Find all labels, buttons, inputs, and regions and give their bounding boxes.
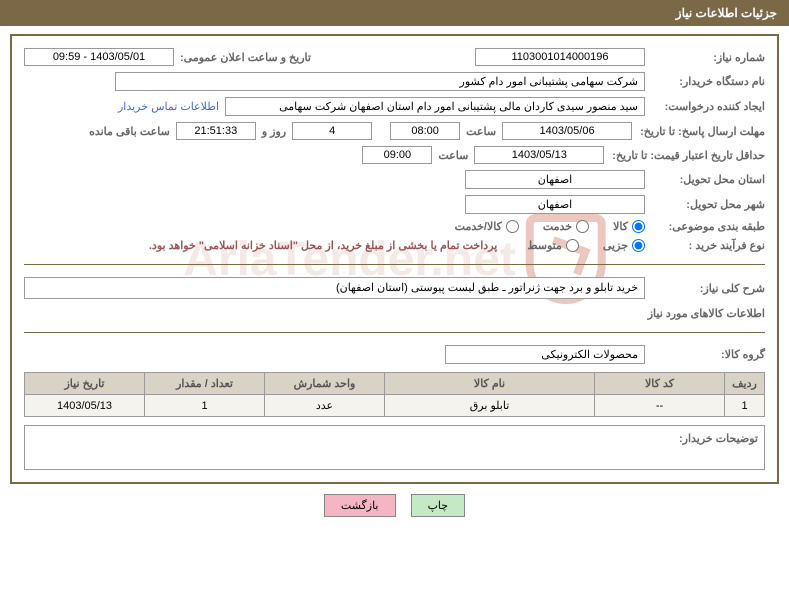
payment-note: پرداخت تمام یا بخشی از مبلغ خرید، از محل… — [149, 239, 497, 252]
buttons-row: چاپ بازگشت — [0, 494, 789, 517]
deadline-label: مهلت ارسال پاسخ: تا تاریخ: — [632, 125, 765, 138]
goods-group-field: محصولات الکترونیکی — [445, 345, 645, 364]
table-header-row: ردیف کد کالا نام کالا واحد شمارش تعداد /… — [25, 373, 765, 395]
minvalid-time-field: 09:00 — [362, 146, 432, 164]
row-deadline: مهلت ارسال پاسخ: تا تاریخ: 1403/05/06 سا… — [24, 122, 765, 140]
need-number-field: 1103001014000196 — [475, 48, 645, 66]
contact-link[interactable]: اطلاعات تماس خریدار — [118, 100, 219, 113]
cell-code: -- — [595, 395, 725, 417]
page-header: جزئیات اطلاعات نیاز — [0, 0, 789, 26]
desc-field: خرید تابلو و برد جهت ژنراتور ـ طبق لیست … — [24, 277, 645, 299]
goods-table: ردیف کد کالا نام کالا واحد شمارش تعداد /… — [24, 372, 765, 417]
print-button[interactable]: چاپ — [411, 494, 466, 517]
days-field: 4 — [292, 122, 372, 140]
radio-medium[interactable]: متوسط — [527, 239, 579, 252]
cell-qty: 1 — [145, 395, 265, 417]
separator-2 — [24, 332, 765, 333]
row-category: طبقه بندی موضوعی: کالا خدمت کالا/خدمت — [24, 220, 765, 233]
row-requester: ایجاد کننده درخواست: سید منصور سیدی کارد… — [24, 97, 765, 116]
need-number-label: شماره نیاز: — [645, 51, 765, 64]
row-description: شرح کلی نیاز: خرید تابلو و برد جهت ژنرات… — [24, 277, 765, 299]
minvalid-label: حداقل تاریخ اعتبار قیمت: تا تاریخ: — [604, 149, 765, 162]
province-field: اصفهان — [465, 170, 645, 189]
buyer-comment-box: توضیحات خریدار: — [24, 425, 765, 470]
radio-both[interactable]: کالا/خدمت — [455, 220, 519, 233]
th-row: ردیف — [725, 373, 765, 395]
row-process: نوع فرآیند خرید : جزیی متوسط پرداخت تمام… — [24, 239, 765, 252]
radio-goods[interactable]: کالا — [613, 220, 645, 233]
row-goods-group: گروه کالا: محصولات الکترونیکی — [24, 345, 765, 364]
goods-group-label: گروه کالا: — [645, 348, 765, 361]
radio-partial[interactable]: جزیی — [603, 239, 645, 252]
row-min-valid: حداقل تاریخ اعتبار قیمت: تا تاریخ: 1403/… — [24, 146, 765, 164]
announce-field: 1403/05/01 - 09:59 — [24, 48, 174, 66]
goods-info-title-row: اطلاعات کالاهای مورد نیاز — [24, 307, 765, 320]
requester-label: ایجاد کننده درخواست: — [645, 100, 765, 113]
th-unit: واحد شمارش — [265, 373, 385, 395]
city-field: اصفهان — [465, 195, 645, 214]
deadline-date-field: 1403/05/06 — [502, 122, 632, 140]
time-label-2: ساعت — [432, 149, 474, 162]
buyer-comment-label: توضیحات خریدار: — [679, 432, 758, 445]
minvalid-date-field: 1403/05/13 — [474, 146, 604, 164]
separator-1 — [24, 264, 765, 265]
buyer-org-field: شرکت سهامی پشتیبانی امور دام کشور — [115, 72, 645, 91]
cell-row: 1 — [725, 395, 765, 417]
row-need-number: شماره نیاز: 1103001014000196 تاریخ و ساع… — [24, 48, 765, 66]
process-radios: جزیی متوسط — [507, 239, 645, 252]
cell-unit: عدد — [265, 395, 385, 417]
remaining-label: ساعت باقی مانده — [83, 125, 176, 138]
cell-date: 1403/05/13 — [25, 395, 145, 417]
deadline-time-field: 08:00 — [390, 122, 460, 140]
th-name: نام کالا — [385, 373, 595, 395]
province-label: استان محل تحویل: — [645, 173, 765, 186]
row-city: شهر محل تحویل: اصفهان — [24, 195, 765, 214]
countdown-field: 21:51:33 — [176, 122, 256, 140]
category-radios: کالا خدمت کالا/خدمت — [435, 220, 645, 233]
row-buyer-org: نام دستگاه خریدار: شرکت سهامی پشتیبانی ا… — [24, 72, 765, 91]
process-label: نوع فرآیند خرید : — [645, 239, 765, 252]
main-panel: AriaTender.net شماره نیاز: 1103001014000… — [10, 34, 779, 484]
requester-field: سید منصور سیدی کاردان مالی پشتیبانی امور… — [225, 97, 645, 116]
radio-service[interactable]: خدمت — [543, 220, 589, 233]
time-label-1: ساعت — [460, 125, 502, 138]
city-label: شهر محل تحویل: — [645, 198, 765, 211]
cell-name: تابلو برق — [385, 395, 595, 417]
category-label: طبقه بندی موضوعی: — [645, 220, 765, 233]
th-qty: تعداد / مقدار — [145, 373, 265, 395]
th-date: تاریخ نیاز — [25, 373, 145, 395]
days-label: روز و — [256, 125, 292, 138]
th-code: کد کالا — [595, 373, 725, 395]
goods-info-title: اطلاعات کالاهای مورد نیاز — [648, 308, 765, 320]
announce-label: تاریخ و ساعت اعلان عمومی: — [174, 51, 317, 64]
row-province: استان محل تحویل: اصفهان — [24, 170, 765, 189]
buyer-org-label: نام دستگاه خریدار: — [645, 75, 765, 88]
header-title: جزئیات اطلاعات نیاز — [676, 6, 777, 20]
back-button[interactable]: بازگشت — [324, 494, 396, 517]
desc-label: شرح کلی نیاز: — [645, 282, 765, 295]
table-row: 1 -- تابلو برق عدد 1 1403/05/13 — [25, 395, 765, 417]
